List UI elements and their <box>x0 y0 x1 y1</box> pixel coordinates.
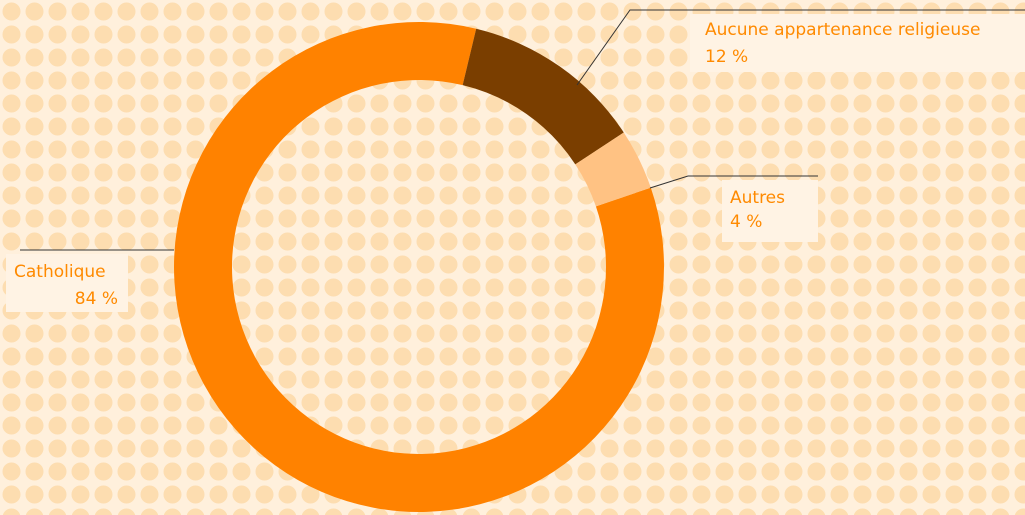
value-label: 84 % <box>75 289 118 309</box>
label-box <box>722 180 818 242</box>
slice <box>462 28 624 165</box>
category-label: Aucune appartenance religieuse <box>705 20 980 40</box>
value-label: 12 % <box>705 47 748 67</box>
category-label: Autres <box>730 188 785 208</box>
donut <box>174 21 664 513</box>
value-label: 4 % <box>730 212 762 232</box>
leader-line <box>576 9 1025 86</box>
category-label: Catholique <box>14 262 106 282</box>
label-box <box>690 14 1025 72</box>
leader-line <box>649 175 818 189</box>
label-box <box>6 254 128 312</box>
slice <box>575 132 651 207</box>
